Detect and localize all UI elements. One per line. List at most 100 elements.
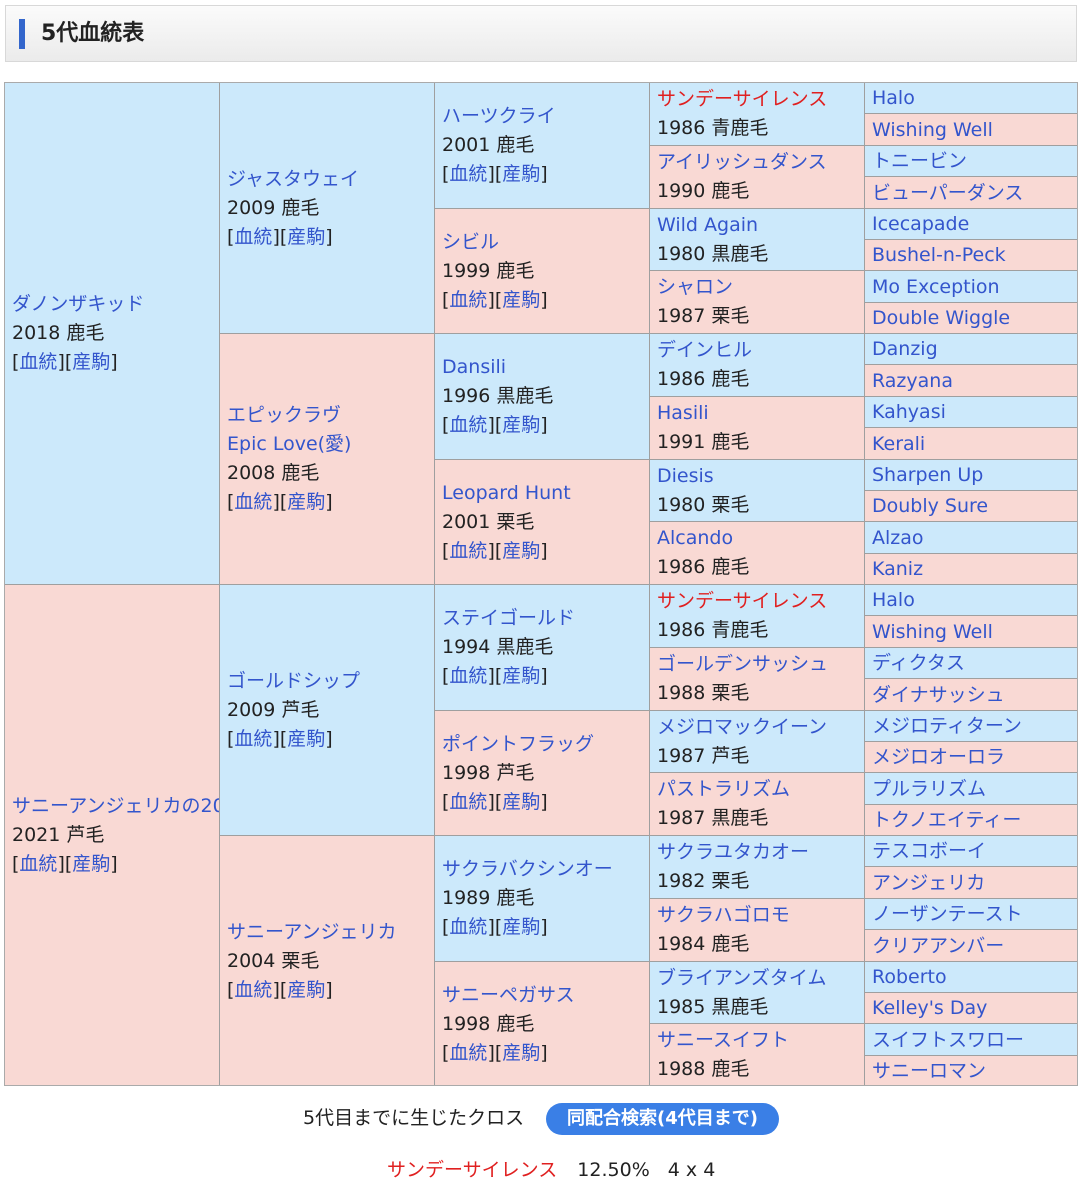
- horse-alt-name-link[interactable]: Epic Love(愛): [227, 433, 352, 455]
- progeny-link[interactable]: 産駒: [502, 916, 541, 938]
- blood-link[interactable]: 血統: [449, 414, 488, 436]
- horse-name-link[interactable]: メジロマックイーン: [657, 715, 828, 738]
- blood-link[interactable]: 血統: [19, 853, 58, 875]
- horse-name-link[interactable]: ハーツクライ: [442, 105, 556, 127]
- progeny-link[interactable]: 産駒: [287, 225, 326, 248]
- progeny-link[interactable]: 産駒: [287, 491, 326, 513]
- blood-link[interactable]: 血統: [449, 288, 488, 311]
- horse-name-link[interactable]: Wishing Well: [872, 118, 993, 141]
- horse-links: [血統][産駒]: [442, 790, 548, 813]
- horse-name-link[interactable]: ノーザンテースト: [872, 903, 1023, 925]
- horse-name-link[interactable]: Halo: [872, 87, 915, 109]
- horse-name-link[interactable]: Hasili: [657, 402, 709, 424]
- blood-link[interactable]: 血統: [449, 916, 488, 938]
- progeny-link[interactable]: 産駒: [287, 727, 326, 750]
- horse-name-link[interactable]: メジロオーロラ: [872, 746, 1006, 768]
- horse-name-link[interactable]: Icecapade: [872, 213, 970, 235]
- horse-name-link[interactable]: ディクタス: [872, 652, 965, 674]
- header-accent-bar: [19, 19, 25, 49]
- horse-name-link[interactable]: Razyana: [872, 369, 953, 392]
- progeny-link[interactable]: 産駒: [502, 665, 541, 687]
- horse-name-link[interactable]: エピックラヴ: [227, 404, 342, 426]
- progeny-link[interactable]: 産駒: [502, 414, 541, 436]
- same-cross-search-button[interactable]: 同配合検索(4代目まで): [546, 1103, 779, 1135]
- horse-name-link[interactable]: ジャスタウェイ: [227, 167, 360, 190]
- progeny-link[interactable]: 産駒: [502, 790, 541, 813]
- horse-name-link[interactable]: アンジェリカ: [872, 871, 986, 894]
- horse-name-link[interactable]: Halo: [872, 589, 915, 611]
- horse-name-link[interactable]: ゴールドシップ: [227, 669, 361, 692]
- horse-name-link[interactable]: シャロン: [657, 276, 734, 298]
- blood-link[interactable]: 血統: [449, 539, 488, 562]
- horse-name-link[interactable]: サクラユタカオー: [657, 841, 810, 863]
- horse-name-link[interactable]: Bushel-n-Peck: [872, 244, 1006, 266]
- horse-name-link[interactable]: サンデーサイレンス: [657, 590, 828, 612]
- horse-name-link[interactable]: シビル: [442, 230, 500, 253]
- progeny-link[interactable]: 産駒: [502, 163, 541, 185]
- horse-name-link[interactable]: Kahyasi: [872, 401, 946, 423]
- horse-name-link[interactable]: パストラリズム: [657, 778, 791, 800]
- horse-name-link[interactable]: Kelley's Day: [872, 997, 988, 1019]
- blood-link[interactable]: 血統: [234, 727, 273, 750]
- progeny-link[interactable]: 産駒: [502, 288, 541, 311]
- horse-name-link[interactable]: スイフトスワロー: [872, 1028, 1025, 1051]
- horse-name-link[interactable]: Alcando: [657, 527, 734, 549]
- horse-name-link[interactable]: Diesis: [657, 464, 714, 487]
- cross-horse-link[interactable]: サンデーサイレンス: [387, 1159, 558, 1181]
- pedigree-cell-g5: Danzig: [865, 334, 1077, 365]
- horse-name-link[interactable]: ダイナサッシュ: [872, 683, 1005, 706]
- horse-name-link[interactable]: ビューパーダンス: [872, 181, 1024, 204]
- horse-name-link[interactable]: トニービン: [872, 150, 968, 172]
- horse-name-link[interactable]: Leopard Hunt: [442, 481, 571, 504]
- blood-link[interactable]: 血統: [449, 790, 488, 813]
- horse-name-link[interactable]: ゴールデンサッシュ: [657, 653, 829, 675]
- horse-name-link[interactable]: アイリッシュダンス: [657, 151, 827, 173]
- horse-name-link[interactable]: Alzao: [872, 526, 924, 549]
- horse-name-link[interactable]: デインヒル: [657, 339, 753, 361]
- horse-name-link[interactable]: サニーアンジェリカの2021: [12, 795, 219, 817]
- progeny-link[interactable]: 産駒: [502, 539, 541, 562]
- horse-name-link[interactable]: ブライアンズタイム: [657, 966, 827, 989]
- horse-name-link[interactable]: Sharpen Up: [872, 464, 984, 486]
- horse-name-link[interactable]: Roberto: [872, 966, 947, 988]
- horse-name-link[interactable]: ダノンザキッド: [12, 293, 145, 315]
- pedigree-cell-g5: Kelley's Day: [865, 993, 1077, 1024]
- blood-link[interactable]: 血統: [449, 163, 488, 185]
- blood-link[interactable]: 血統: [234, 978, 273, 1001]
- horse-name-link[interactable]: メジロティターン: [872, 715, 1022, 737]
- horse-name-link[interactable]: Doubly Sure: [872, 495, 989, 517]
- horse-name-link[interactable]: テスコボーイ: [872, 840, 987, 862]
- horse-name-link[interactable]: ステイゴールド: [442, 607, 576, 629]
- horse-name-link[interactable]: Wild Again: [657, 213, 759, 236]
- horse-name-link[interactable]: Dansili: [442, 356, 507, 378]
- horse-name-link[interactable]: クリアアンバー: [872, 934, 1005, 957]
- horse-name-link[interactable]: Danzig: [872, 338, 938, 360]
- horse-name-link[interactable]: Kerali: [872, 432, 926, 455]
- horse-name-link[interactable]: サニーロマン: [872, 1060, 987, 1082]
- horse-name-link[interactable]: サニースイフト: [657, 1029, 790, 1051]
- horse-name-link[interactable]: ポイントフラッグ: [442, 732, 595, 755]
- blood-link[interactable]: 血統: [234, 491, 273, 513]
- horse-name-link[interactable]: サニーアンジェリカ: [227, 920, 397, 943]
- horse-name-link[interactable]: Kaniz: [872, 558, 924, 580]
- blood-link[interactable]: 血統: [234, 225, 273, 248]
- horse-name-link[interactable]: Mo Exception: [872, 275, 1000, 298]
- horse-name-link[interactable]: Double Wiggle: [872, 307, 1011, 329]
- pedigree-cell-g5: メジロオーロラ: [865, 742, 1077, 773]
- horse-name-link[interactable]: サンデーサイレンス: [657, 88, 828, 110]
- horse-name-link[interactable]: サクラハゴロモ: [657, 904, 790, 926]
- progeny-link[interactable]: 産駒: [287, 978, 326, 1001]
- progeny-link[interactable]: 産駒: [502, 1041, 541, 1064]
- progeny-link[interactable]: 産駒: [72, 351, 111, 373]
- horse-birth-color: 1991 鹿毛: [657, 431, 750, 453]
- horse-name-link[interactable]: サクラバクシンオー: [442, 858, 613, 880]
- blood-link[interactable]: 血統: [19, 351, 58, 373]
- horse-links: [血統][産駒]: [442, 539, 548, 562]
- blood-link[interactable]: 血統: [449, 665, 488, 687]
- horse-name-link[interactable]: プルラリズム: [872, 777, 987, 800]
- progeny-link[interactable]: 産駒: [72, 853, 111, 875]
- horse-name-link[interactable]: Wishing Well: [872, 620, 993, 643]
- blood-link[interactable]: 血統: [449, 1041, 488, 1064]
- horse-name-link[interactable]: トクノエイティー: [872, 809, 1022, 831]
- horse-name-link[interactable]: サニーペガサス: [442, 983, 575, 1006]
